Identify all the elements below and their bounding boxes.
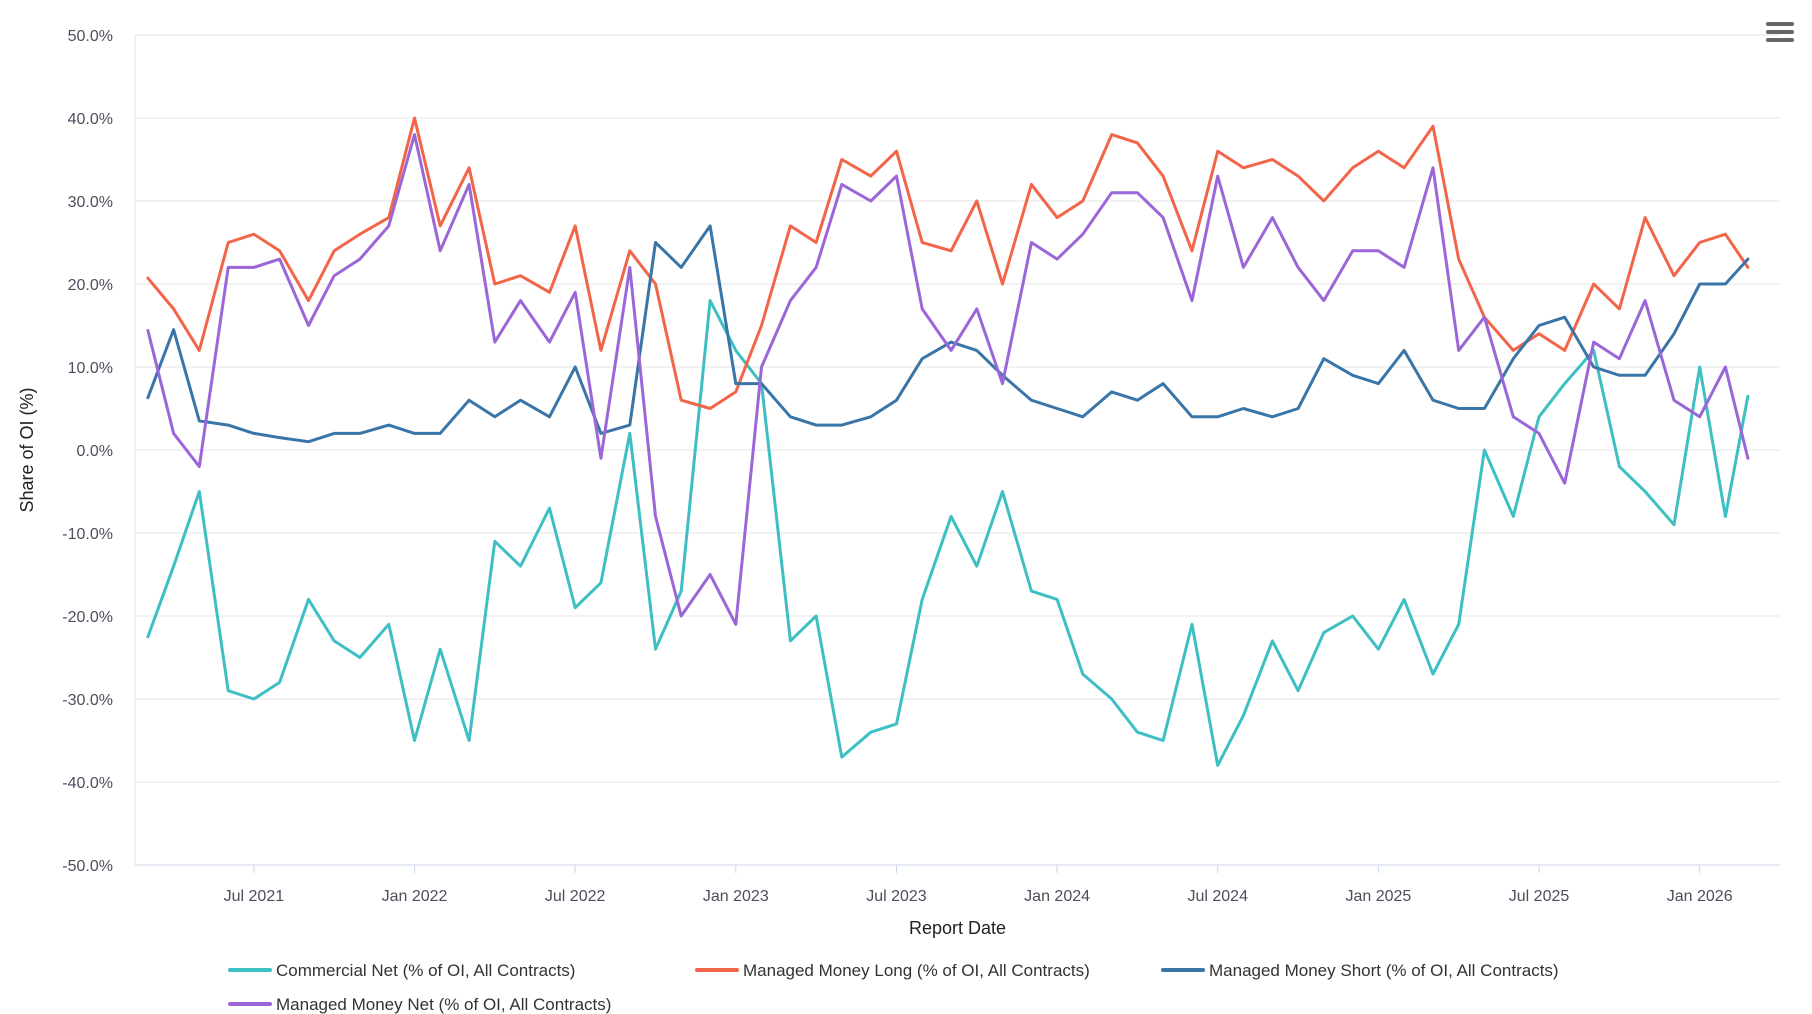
x-axis-ticks: Jul 2021 Jan 2022 Jul 2022 Jan 2023 Jul 2023… [224,865,1733,905]
x-tick-label: Jan 2026 [1667,888,1733,905]
gridlines [135,34,1780,866]
hamburger-menu-icon [1766,22,1794,26]
x-tick-label: Jul 2024 [1187,888,1248,905]
y-axis-title: Share of OI (%) [17,387,37,512]
x-tick-label: Jul 2023 [866,888,927,905]
hamburger-menu-icon-bar [1766,38,1794,42]
legend-label: Managed Money Long (% of OI, All Contrac… [743,961,1090,980]
series-line-3[interactable] [146,133,1750,626]
legend-item[interactable]: Managed Money Long (% of OI, All Contrac… [695,961,1090,980]
y-tick-label: 50.0% [68,28,113,45]
series-line-2[interactable] [146,224,1750,444]
y-tick-label: -20.0% [62,609,113,626]
x-tick-label: Jul 2025 [1509,888,1570,905]
x-tick-label: Jan 2023 [703,888,769,905]
hamburger-menu-icon-bar [1766,30,1794,34]
x-axis-title: Report Date [909,918,1006,938]
legend-label: Managed Money Short (% of OI, All Contra… [1209,961,1559,980]
legend: Commercial Net (% of OI, All Contracts) M… [228,961,1559,1014]
y-tick-label: -10.0% [62,526,113,543]
legend-item[interactable]: Managed Money Net (% of OI, All Contract… [228,995,611,1014]
chart-menu-button[interactable] [1766,22,1794,44]
legend-label: Managed Money Net (% of OI, All Contract… [276,995,611,1014]
x-tick-label: Jan 2025 [1345,888,1411,905]
x-tick-label: Jul 2022 [545,888,606,905]
legend-item[interactable]: Commercial Net (% of OI, All Contracts) [228,961,575,980]
y-tick-label: 30.0% [68,194,113,211]
legend-label: Commercial Net (% of OI, All Contracts) [276,961,575,980]
y-tick-label: -30.0% [62,692,113,709]
x-axis [134,35,1780,866]
y-axis-ticks: -50.0% -40.0% -30.0% -20.0% -10.0% 0.0% 10.0% 2… [62,28,113,875]
y-tick-label: -50.0% [62,858,113,875]
y-tick-label: -40.0% [62,775,113,792]
y-tick-label: 10.0% [68,360,113,377]
y-tick-label: 0.0% [77,443,113,460]
series-line-0[interactable] [146,299,1750,767]
series-lines [146,116,1750,767]
x-tick-label: Jan 2022 [382,888,448,905]
y-tick-label: 20.0% [68,277,113,294]
series-line-1[interactable] [146,116,1750,410]
x-tick-label: Jan 2024 [1024,888,1090,905]
y-tick-label: 40.0% [68,111,113,128]
legend-item[interactable]: Managed Money Short (% of OI, All Contra… [1161,961,1559,980]
x-tick-label: Jul 2021 [224,888,285,905]
